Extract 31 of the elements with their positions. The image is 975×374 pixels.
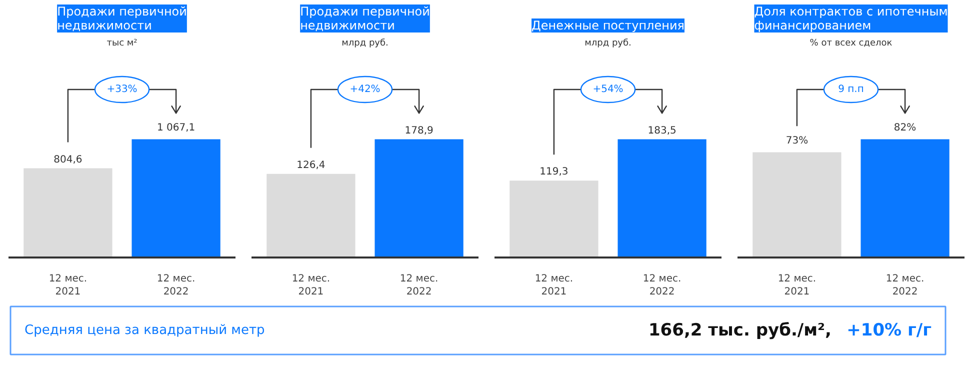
data-label: 178,9 — [404, 125, 434, 136]
chart-subtitle: млрд руб. — [584, 38, 632, 48]
text: Средняя цена за квадратный метр — [24, 323, 265, 338]
x-tick-label: 12 мес. 2022 — [642, 274, 682, 298]
chart-subtitle: тыс м² — [106, 38, 138, 48]
chart-subtitle: % от всех сделок — [810, 38, 893, 48]
chart-title: Доля контрактов с ипотечным финансированием — [754, 4, 948, 32]
text: +33% — [106, 84, 138, 96]
data-label: 119,3 — [540, 166, 568, 178]
x-tick-label: 12 мес. 2021 — [534, 274, 574, 298]
data-label: 804,6 — [54, 154, 82, 166]
chart-subtitle: млрд руб. — [342, 38, 388, 48]
chart-title: Продажи первичной недвижимости — [300, 4, 430, 32]
x-tick-label: 12 мес. 2022 — [400, 274, 438, 298]
x-tick-label: 12 мес. 2022 — [156, 274, 196, 298]
x-tick-label: 12 мес. 2021 — [48, 274, 88, 298]
text: +54% — [592, 84, 624, 96]
x-tick-label: 12 мес. 2021 — [292, 274, 330, 298]
data-label: 82% — [894, 122, 916, 134]
data-label: 126,4 — [296, 160, 326, 172]
x-tick-label: 12 мес. 2022 — [886, 274, 924, 298]
text: +10% г/г — [846, 320, 932, 340]
x-tick-label: 12 мес. 2021 — [778, 274, 816, 298]
text: 9 п.п — [838, 84, 864, 96]
data-label: 183,5 — [648, 125, 676, 136]
data-label: 1 067,1 — [156, 122, 196, 134]
text: 166,2 тыс. руб./м², — [648, 320, 832, 340]
chart-title: Продажи первичной недвижимости — [57, 4, 187, 32]
data-label: 73% — [786, 135, 808, 146]
text: +42% — [350, 84, 380, 96]
chart-title: Денежные поступления — [532, 18, 684, 32]
